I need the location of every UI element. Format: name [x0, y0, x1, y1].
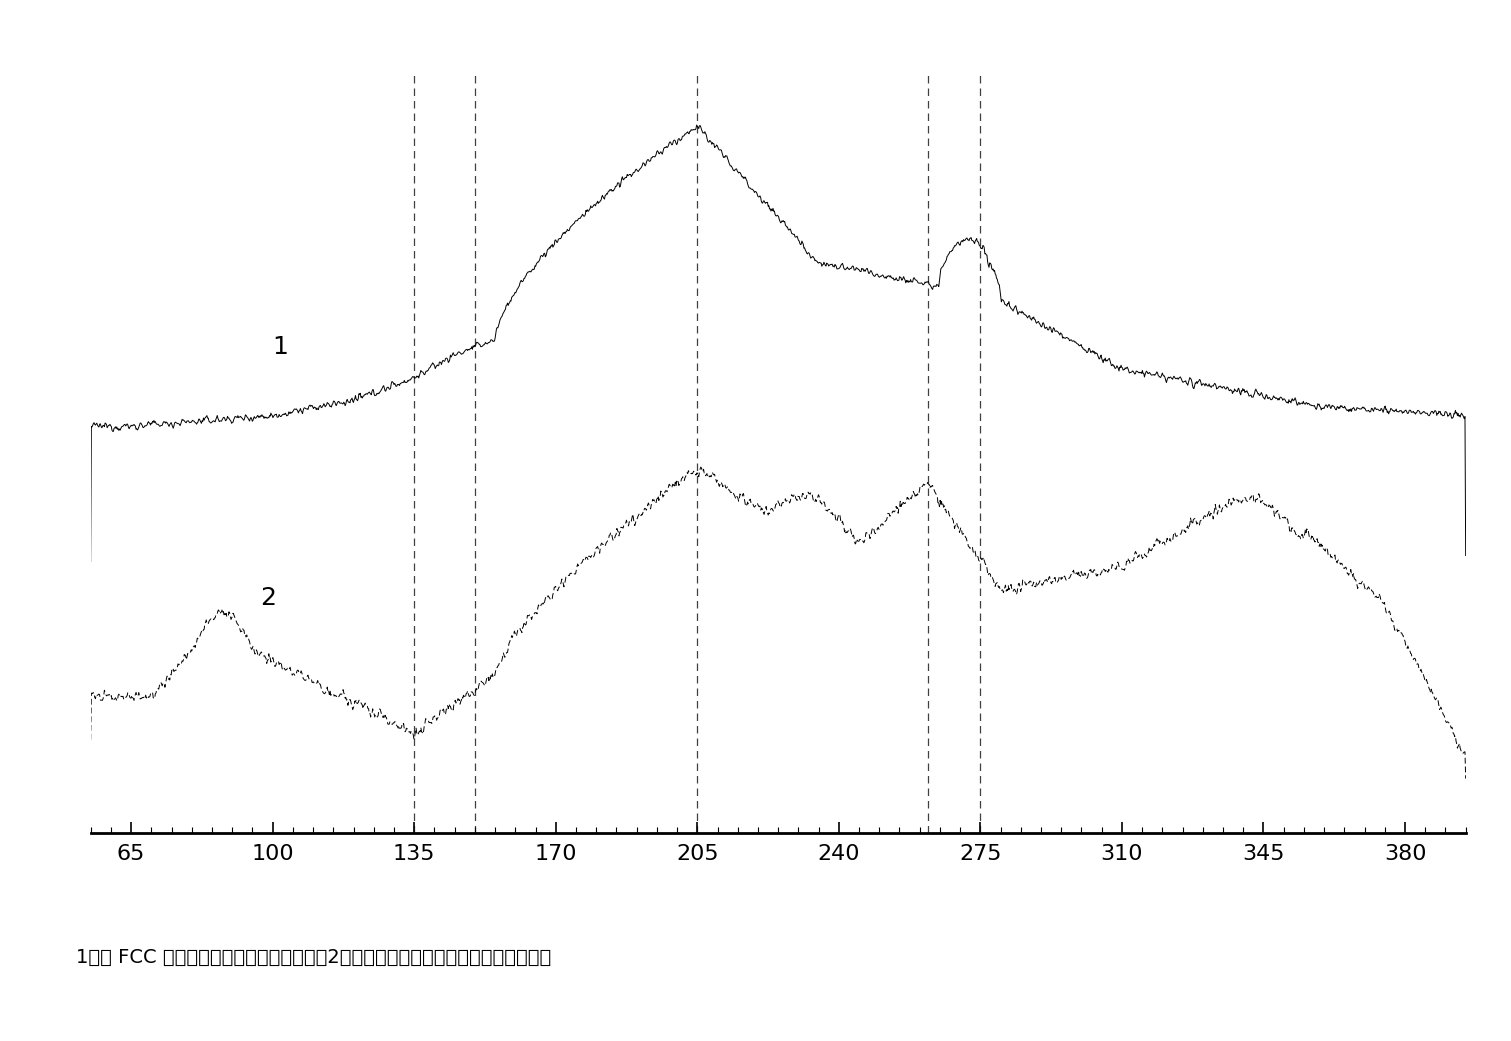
Text: 2: 2: [260, 586, 277, 610]
Text: 1: 1: [272, 335, 289, 359]
Text: 1－以 FCC 汽油为原料合成有机多硫化物；2－以碘十四烯烃为原料合成有机多硫化物: 1－以 FCC 汽油为原料合成有机多硫化物；2－以碘十四烯烃为原料合成有机多硫化…: [76, 948, 552, 967]
